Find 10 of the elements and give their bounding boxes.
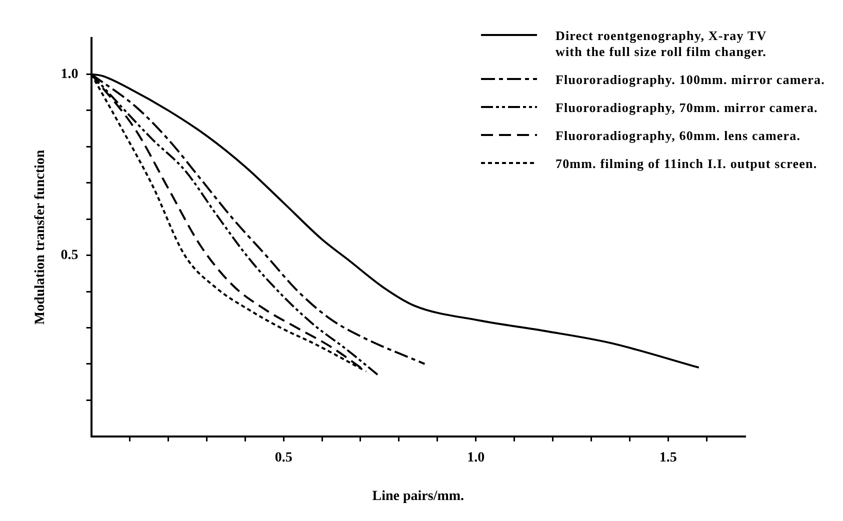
legend-label: Fluororadiography, 60mm. lens camera. [555,128,801,144]
x-axis-title: Line pairs/mm. [372,489,464,504]
legend-label: Fluororadiography. 100mm. mirror camera. [555,72,825,88]
x-tick-label: 0.5 [274,450,292,466]
legend-label: Direct roentgenography, X-ray TV with the full size roll film changer. [555,28,767,60]
legend-label: Fluororadiography, 70mm. mirror camera. [555,100,818,116]
x-tick-label: 1.0 [467,450,485,466]
y-axis-title: Modulation transfer function [33,150,48,325]
legend-label: 70mm. filming of 11inch I.I. output screen. [555,156,818,172]
x-tick-label: 1.5 [659,450,677,466]
